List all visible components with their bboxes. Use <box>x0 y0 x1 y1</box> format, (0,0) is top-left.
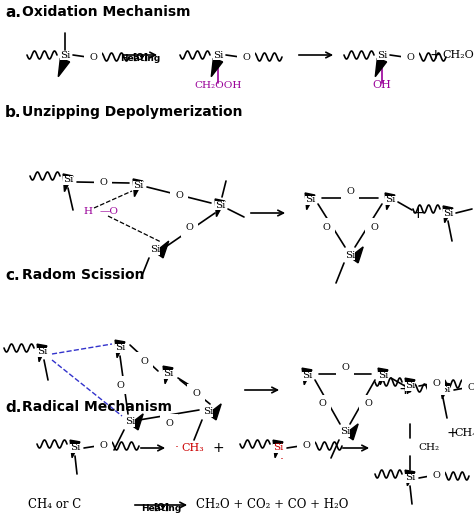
Text: CH₂: CH₂ <box>418 443 439 452</box>
Text: Si: Si <box>405 381 415 390</box>
Polygon shape <box>155 241 169 258</box>
Polygon shape <box>385 193 395 209</box>
Text: O: O <box>370 223 378 232</box>
Text: Heating: Heating <box>141 504 181 513</box>
Polygon shape <box>211 58 223 77</box>
Polygon shape <box>375 58 387 77</box>
Text: O: O <box>406 52 414 61</box>
Text: O: O <box>99 178 107 187</box>
Text: d.: d. <box>5 400 21 415</box>
Text: ·: · <box>175 442 179 454</box>
Polygon shape <box>302 368 312 385</box>
Text: Si: Si <box>378 371 388 380</box>
Text: O: O <box>185 223 193 232</box>
Text: Si: Si <box>115 343 125 352</box>
Text: O: O <box>432 471 440 480</box>
Text: Radical Mechanism: Radical Mechanism <box>22 400 172 414</box>
Text: O: O <box>341 363 349 372</box>
Text: O: O <box>192 388 200 397</box>
Text: H: H <box>83 207 92 216</box>
Polygon shape <box>208 404 221 420</box>
Polygon shape <box>70 440 80 458</box>
Text: +: + <box>429 48 441 62</box>
Text: CH₂O + CO₂ + CO + H₂O: CH₂O + CO₂ + CO + H₂O <box>196 498 348 512</box>
Polygon shape <box>130 414 143 430</box>
Polygon shape <box>63 174 73 191</box>
Text: O: O <box>140 357 148 366</box>
Text: +: + <box>399 382 411 397</box>
Text: CH₂OOH: CH₂OOH <box>194 81 242 90</box>
Polygon shape <box>345 424 358 440</box>
Text: Si: Si <box>37 348 47 357</box>
Text: Si: Si <box>70 443 80 452</box>
Text: Heating: Heating <box>120 54 160 63</box>
Text: Si: Si <box>203 407 213 416</box>
Polygon shape <box>273 440 283 458</box>
Text: ·: · <box>280 453 284 467</box>
Text: Oxidation Mechanism: Oxidation Mechanism <box>22 5 191 19</box>
Polygon shape <box>350 247 363 263</box>
Text: Si: Si <box>273 443 283 452</box>
Polygon shape <box>58 58 70 77</box>
Polygon shape <box>305 193 315 209</box>
Polygon shape <box>405 378 415 394</box>
Polygon shape <box>115 340 125 358</box>
Text: Si: Si <box>385 196 395 205</box>
Polygon shape <box>440 382 450 399</box>
Text: O: O <box>99 442 107 451</box>
Polygon shape <box>443 206 453 223</box>
Text: Si: Si <box>440 386 450 395</box>
Text: c.: c. <box>5 268 19 283</box>
Text: Si: Si <box>302 371 312 380</box>
Text: Si: Si <box>215 200 225 209</box>
Text: Si: Si <box>405 473 415 482</box>
Text: Si: Si <box>150 245 160 254</box>
Text: CH₃: CH₃ <box>181 443 204 453</box>
Text: O: O <box>302 442 310 451</box>
Text: CH₂O: CH₂O <box>442 50 474 60</box>
Text: Si: Si <box>443 208 453 217</box>
Polygon shape <box>133 179 143 197</box>
Text: O: O <box>364 399 372 408</box>
Text: Unzipping Depolymerization: Unzipping Depolymerization <box>22 105 243 119</box>
Text: O: O <box>467 384 474 393</box>
Polygon shape <box>163 366 173 384</box>
Text: CH₄: CH₄ <box>455 428 474 438</box>
Text: Si: Si <box>213 50 223 59</box>
Text: Radom Scission: Radom Scission <box>22 268 145 282</box>
Text: +: + <box>446 426 458 440</box>
Text: Si: Si <box>163 369 173 379</box>
Polygon shape <box>37 344 47 362</box>
Text: Si: Si <box>60 50 70 59</box>
Text: Si: Si <box>345 251 355 260</box>
Text: OH: OH <box>373 80 392 90</box>
Text: O: O <box>242 52 250 61</box>
Text: O: O <box>322 223 330 232</box>
Text: Si: Si <box>133 180 143 189</box>
Text: +: + <box>212 441 224 455</box>
Text: Si: Si <box>125 417 135 426</box>
Text: [O]: [O] <box>132 53 148 62</box>
Polygon shape <box>378 368 388 385</box>
Polygon shape <box>215 199 225 217</box>
Text: O: O <box>318 399 326 408</box>
Text: a.: a. <box>5 5 21 20</box>
Text: b.: b. <box>5 105 21 120</box>
Text: Si: Si <box>377 50 387 59</box>
Text: O: O <box>175 190 183 199</box>
Text: CH₄ or C: CH₄ or C <box>28 498 81 512</box>
Text: Si: Si <box>305 196 315 205</box>
Text: O: O <box>116 380 124 389</box>
Text: [O]: [O] <box>153 503 169 512</box>
Text: —O: —O <box>100 207 119 216</box>
Text: O: O <box>346 187 354 196</box>
Text: O: O <box>89 52 97 61</box>
Text: O: O <box>432 379 440 388</box>
Polygon shape <box>405 470 415 486</box>
Text: O: O <box>165 418 173 427</box>
Text: +: + <box>411 205 424 221</box>
Text: Si: Si <box>340 427 350 436</box>
Text: Si: Si <box>63 176 73 185</box>
